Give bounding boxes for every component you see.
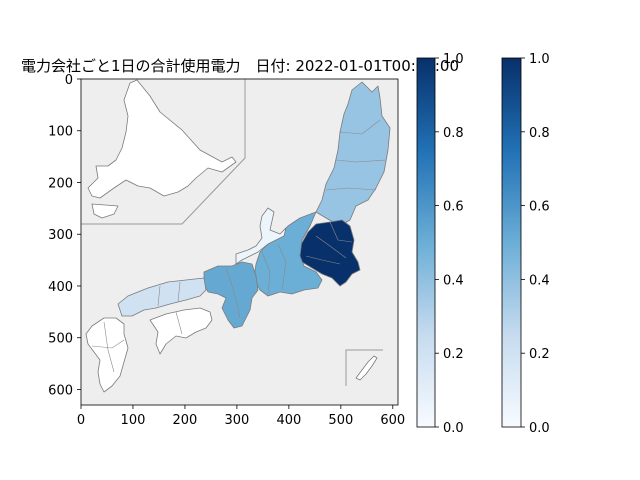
colorbar-tick-label: 0.8: [529, 126, 550, 141]
x-tick-label: 600: [380, 413, 405, 428]
colorbar-tick-label: 0.0: [529, 421, 550, 436]
colorbar-tick-label: 0.8: [443, 126, 464, 141]
hokkaido-inset-frame: [81, 79, 246, 225]
x-tick-label: 300: [224, 413, 249, 428]
colorbar-tick-label: 0.6: [529, 200, 550, 215]
colorbar-tick-label: 0.4: [443, 273, 464, 288]
colorbar-tick-label: 0.6: [443, 200, 464, 215]
chart-title: 電力会社ごと1日の合計使用電力 日付: 2022-01-01T00:00:00: [21, 57, 459, 75]
y-tick-label: 100: [48, 125, 73, 140]
x-tick-label: 100: [121, 413, 146, 428]
colorbar-tick-label: 0.4: [529, 273, 550, 288]
y-tick-label: 500: [48, 332, 73, 347]
y-tick-label: 0: [65, 73, 73, 88]
y-axis: 0 100 200 300 400 500 600: [48, 73, 81, 398]
region-kansai: [203, 261, 259, 329]
colorbar-tick-label: 0.2: [529, 347, 550, 362]
colorbar-gradient: [501, 57, 522, 428]
colorbar-tick-label: 1.0: [529, 52, 550, 67]
map-layer: [81, 79, 391, 393]
colorbar-gradient: [416, 57, 436, 428]
x-axis: 0 100 200 300 400 500 600: [77, 405, 405, 428]
colorbar-1: 0.0 0.2 0.4 0.6 0.8 1.0: [416, 52, 464, 436]
region-tokyo: [297, 219, 361, 287]
colorbar-2: 0.0 0.2 0.4 0.6 0.8 1.0: [501, 52, 550, 436]
region-hokuriku: [235, 207, 287, 265]
region-hokkaido: [87, 79, 237, 219]
y-tick-label: 300: [48, 228, 73, 243]
colorbar-tick-label: 0.2: [443, 347, 464, 362]
y-tick-label: 400: [48, 280, 73, 295]
prefecture-borders: [91, 119, 387, 373]
colorbars: 0.0 0.2 0.4 0.6 0.8 1.0 0.0 0.2 0.4 0.6 0.8 1.0: [416, 52, 550, 436]
okinawa-inset-frame: [345, 349, 383, 386]
colorbar-tick-label: 1.0: [443, 52, 464, 67]
region-chugoku: [117, 277, 207, 317]
x-tick-label: 500: [328, 413, 353, 428]
map-axes-frame: [80, 78, 399, 406]
y-tick-label: 200: [48, 176, 73, 191]
region-chubu: [253, 211, 323, 297]
x-tick-label: 0: [77, 413, 85, 428]
region-tohoku: [315, 81, 391, 227]
region-okinawa: [355, 355, 378, 381]
colorbar-tick-label: 0.0: [443, 421, 464, 436]
x-tick-label: 200: [173, 413, 198, 428]
region-kyushu: [85, 317, 129, 393]
y-tick-label: 600: [48, 383, 73, 398]
x-tick-label: 400: [276, 413, 301, 428]
